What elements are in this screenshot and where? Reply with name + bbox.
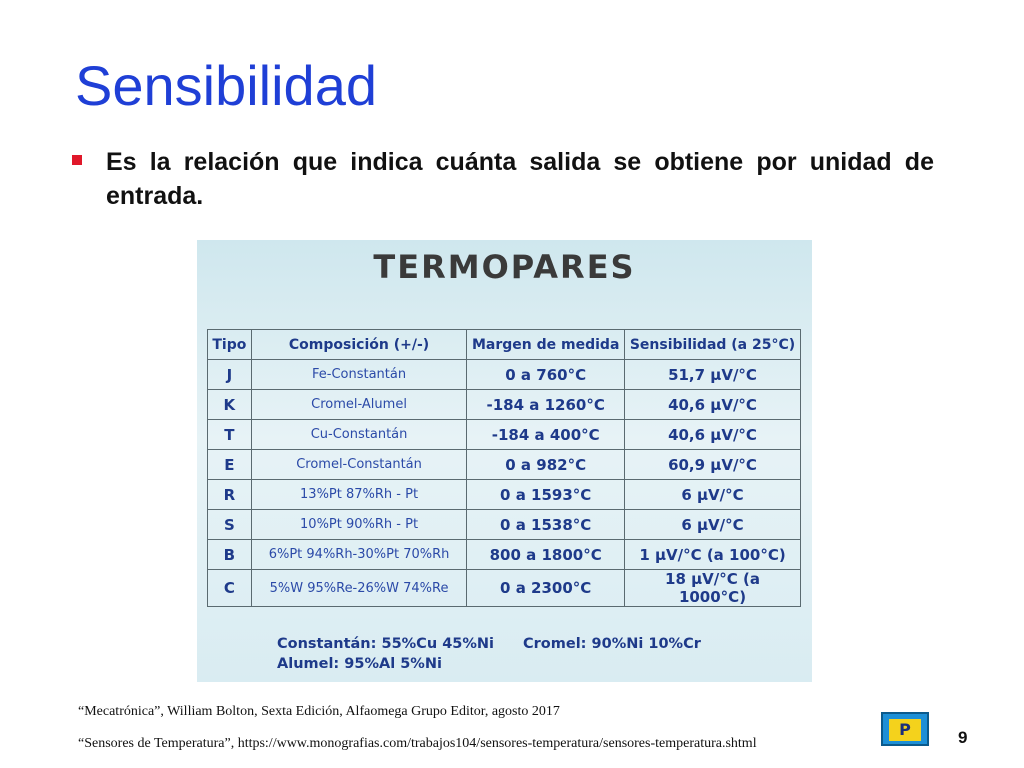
cell-tipo: S [207, 509, 252, 540]
cell-composicion: Fe-Constantán [250, 359, 468, 390]
cell-margen: 0 a 2300°C [466, 569, 626, 607]
square-bullet-icon [72, 155, 82, 165]
table-row: J Fe-Constantán 0 a 760°C 51,7 μV/°C [207, 359, 801, 390]
cell-composicion: 6%Pt 94%Rh-30%Pt 70%Rh [250, 539, 468, 570]
cell-tipo: C [207, 569, 252, 607]
cell-sensibilidad: 1 μV/°C (a 100°C) [624, 539, 801, 570]
bullet-text: Es la relación que indica cuánta salida … [106, 148, 934, 210]
page-number: 9 [958, 728, 968, 747]
cell-margen: 0 a 760°C [466, 359, 626, 390]
reference-bolton: “Mecatrónica”, William Bolton, Sexta Edi… [78, 704, 560, 719]
table-row: B 6%Pt 94%Rh-30%Pt 70%Rh 800 a 1800°C 1 … [207, 539, 801, 570]
cell-tipo: R [207, 479, 252, 510]
cell-margen: -184 a 1260°C [466, 389, 626, 420]
table-row: T Cu-Constantán -184 a 400°C 40,6 μV/°C [207, 419, 801, 450]
reference-monografias: “Sensores de Temperatura”, https://www.m… [78, 736, 757, 751]
table-row: K Cromel-Alumel -184 a 1260°C 40,6 μV/°C [207, 389, 801, 420]
figure-title: TERMOPARES [373, 248, 636, 286]
cell-composicion: 10%Pt 90%Rh - Pt [250, 509, 468, 540]
cell-sensibilidad: 40,6 μV/°C [624, 389, 801, 420]
cell-tipo: K [207, 389, 252, 420]
cell-composicion: Cu-Constantán [250, 419, 468, 450]
table-row: S 10%Pt 90%Rh - Pt 0 a 1538°C 6 μV/°C [207, 509, 801, 540]
table-row: E Cromel-Constantán 0 a 982°C 60,9 μV/°C [207, 449, 801, 480]
table-header-row: Tipo Composición (+/-) Margen de medida … [207, 329, 801, 360]
cell-tipo: B [207, 539, 252, 570]
cell-sensibilidad: 40,6 μV/°C [624, 419, 801, 450]
cell-sensibilidad: 51,7 μV/°C [624, 359, 801, 390]
cell-tipo: T [207, 419, 252, 450]
cell-margen: 800 a 1800°C [466, 539, 626, 570]
cell-margen: 0 a 982°C [466, 449, 626, 480]
cell-tipo: E [207, 449, 252, 480]
header-sensibilidad: Sensibilidad (a 25°C) [624, 329, 801, 360]
cell-composicion: 13%Pt 87%Rh - Pt [250, 479, 468, 510]
cell-composicion: Cromel-Constantán [250, 449, 468, 480]
thermocouple-table: Tipo Composición (+/-) Margen de medida … [207, 329, 801, 607]
header-composicion: Composición (+/-) [250, 329, 468, 360]
cell-margen: 0 a 1593°C [466, 479, 626, 510]
cell-composicion: Cromel-Alumel [250, 389, 468, 420]
header-tipo: Tipo [207, 329, 252, 360]
table-row: C 5%W 95%Re-26%W 74%Re 0 a 2300°C 18 μV/… [207, 569, 801, 607]
header-margen: Margen de medida [466, 329, 626, 360]
institution-logo-icon: P [881, 712, 929, 746]
cell-margen: -184 a 400°C [466, 419, 626, 450]
cell-margen: 0 a 1538°C [466, 509, 626, 540]
note-alumel: Alumel: 95%Al 5%Ni [277, 656, 442, 672]
cell-composicion: 5%W 95%Re-26%W 74%Re [250, 569, 468, 607]
cell-sensibilidad: 60,9 μV/°C [624, 449, 801, 480]
table-row: R 13%Pt 87%Rh - Pt 0 a 1593°C 6 μV/°C [207, 479, 801, 510]
slide-title: Sensibilidad [75, 54, 377, 117]
cell-tipo: J [207, 359, 252, 390]
cell-sensibilidad: 6 μV/°C [624, 509, 801, 540]
note-constantan: Constantán: 55%Cu 45%Ni [277, 636, 495, 652]
cell-sensibilidad: 6 μV/°C [624, 479, 801, 510]
thermocouple-figure: TERMOPARES Tipo Composición (+/-) Margen… [197, 240, 812, 682]
note-cromel: Cromel: 90%Ni 10%Cr [523, 636, 701, 652]
cell-sensibilidad: 18 μV/°C (a 1000°C) [624, 569, 801, 607]
bullet-item: Es la relación que indica cuánta salida … [72, 145, 934, 213]
